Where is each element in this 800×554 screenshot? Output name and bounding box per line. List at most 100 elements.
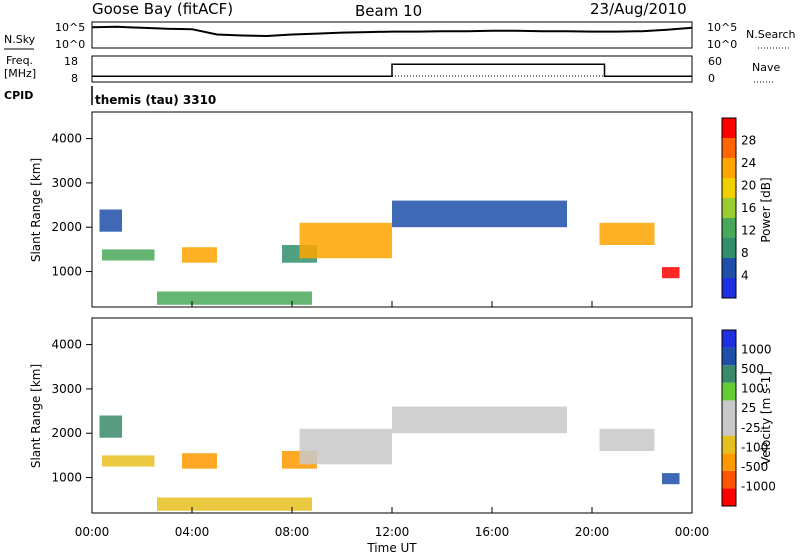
nsky-line bbox=[91, 25, 693, 38]
power-colorbar: 4 8 12 16 20 24 28 bbox=[721, 117, 756, 299]
nave-top-tick: 60 bbox=[708, 55, 722, 68]
power-region bbox=[99, 209, 122, 232]
power-colorbar-tick-label: 24 bbox=[741, 156, 756, 170]
time-tick-label: 20:00 bbox=[575, 525, 610, 539]
velocity-colorbar-swatch bbox=[722, 470, 736, 489]
velocity-colorbar-swatch bbox=[722, 382, 736, 401]
power-colorbar-tick-label: 28 bbox=[741, 134, 756, 148]
power-panel bbox=[99, 200, 680, 305]
power-ytick-label: 4000 bbox=[51, 132, 82, 146]
freq-bottom-tick: 8 bbox=[71, 72, 78, 85]
time-tick-label: 16:00 bbox=[475, 525, 510, 539]
power-region bbox=[299, 222, 392, 259]
velocity-colorbar-label: Velocity [m s-1] bbox=[759, 371, 773, 465]
power-colorbar-swatch bbox=[722, 198, 736, 218]
velocity-ytick-label: 3000 bbox=[51, 382, 82, 396]
nsky-label: N.Sky bbox=[4, 33, 36, 46]
velocity-panel bbox=[99, 406, 680, 511]
velocity-region bbox=[392, 406, 567, 434]
velocity-region bbox=[599, 428, 655, 451]
time-tick-label: 00:00 bbox=[75, 525, 110, 539]
cpid-label: CPID bbox=[4, 89, 33, 102]
log-bottom-right: 10^0 bbox=[707, 38, 737, 51]
velocity-region bbox=[157, 497, 312, 511]
time-tick-label: 00:00 bbox=[675, 525, 710, 539]
log-top-left: 10^5 bbox=[55, 21, 85, 34]
time-tick-label: 12:00 bbox=[375, 525, 410, 539]
cpid-value: themis (tau) 3310 bbox=[95, 93, 216, 107]
power-ytick-label: 2000 bbox=[51, 220, 82, 234]
power-colorbar-swatch bbox=[722, 178, 736, 198]
power-colorbar-swatch bbox=[722, 278, 736, 298]
velocity-region bbox=[182, 453, 217, 469]
nave-label: Nave bbox=[752, 61, 780, 74]
log-top-right: 10^5 bbox=[707, 21, 737, 34]
velocity-ylabel: Slant Range [km] bbox=[29, 364, 43, 468]
power-colorbar-swatch bbox=[722, 258, 736, 278]
velocity-yticks: 1000 2000 3000 4000 bbox=[51, 338, 92, 485]
power-region bbox=[157, 291, 312, 305]
power-ytick-label: 1000 bbox=[51, 265, 82, 279]
time-axis: 00:00 04:00 08:00 12:00 16:00 20:00 00:00 bbox=[75, 301, 710, 539]
velocity-ytick-label: 2000 bbox=[51, 426, 82, 440]
velocity-colorbar-tick-label: 1000 bbox=[741, 343, 772, 357]
velocity-colorbar-frame bbox=[721, 329, 737, 507]
velocity-colorbar-swatch bbox=[722, 418, 736, 436]
velocity-colorbar-swatch bbox=[722, 488, 736, 506]
velocity-region bbox=[299, 428, 392, 465]
velocity-colorbar-swatch bbox=[722, 365, 736, 383]
mhz-label: [MHz] bbox=[4, 67, 36, 80]
nave-bottom-tick: 0 bbox=[708, 72, 715, 85]
power-colorbar-swatch bbox=[722, 238, 736, 258]
power-region bbox=[662, 267, 680, 279]
freq-strip-frame bbox=[91, 55, 693, 83]
power-colorbar-frame bbox=[721, 117, 737, 299]
velocity-colorbar-tick-label: -25 bbox=[741, 421, 761, 435]
power-region bbox=[392, 200, 567, 228]
velocity-colorbar-tick-label: 25 bbox=[741, 401, 756, 415]
velocity-colorbar-tick-label: -1000 bbox=[741, 479, 776, 493]
velocity-colorbar-swatch bbox=[722, 347, 736, 366]
power-colorbar-label: Power [dB] bbox=[759, 177, 773, 242]
time-axis-label: Time UT bbox=[366, 541, 417, 554]
velocity-colorbar-tick-label: -100 bbox=[741, 440, 768, 454]
velocity-colorbar-tick-label: 100 bbox=[741, 382, 764, 396]
power-ytick-label: 3000 bbox=[51, 176, 82, 190]
log-bottom-left: 10^0 bbox=[55, 38, 85, 51]
freq-line bbox=[92, 63, 692, 77]
velocity-region bbox=[99, 415, 122, 438]
power-colorbar-tick-label: 16 bbox=[741, 201, 756, 215]
velocity-ytick-label: 4000 bbox=[51, 338, 82, 352]
power-region bbox=[102, 249, 155, 261]
velocity-colorbar-swatch bbox=[722, 453, 736, 471]
power-colorbar-swatch bbox=[722, 218, 736, 238]
station-title: Goose Bay (fitACF) bbox=[92, 0, 233, 18]
velocity-colorbar-swatch bbox=[722, 435, 736, 454]
freq-top-tick: 18 bbox=[64, 55, 78, 68]
date-title: 23/Aug/2010 bbox=[590, 0, 687, 18]
power-region bbox=[182, 247, 217, 263]
velocity-colorbar: 1000 500 100 25 -25 -100 -500 -1000 bbox=[721, 329, 776, 507]
power-yticks: 1000 2000 3000 4000 bbox=[51, 132, 92, 279]
velocity-colorbar-swatch bbox=[722, 400, 736, 418]
nsky-strip-frame bbox=[91, 21, 693, 49]
power-ylabel: Slant Range [km] bbox=[29, 158, 43, 262]
freq-label: Freq. bbox=[6, 54, 33, 67]
velocity-colorbar-swatch bbox=[722, 330, 736, 348]
velocity-region bbox=[102, 455, 155, 467]
nsearch-label: N.Search bbox=[746, 28, 796, 41]
power-colorbar-tick-label: 12 bbox=[741, 224, 756, 238]
power-region bbox=[599, 222, 655, 245]
velocity-ytick-label: 1000 bbox=[51, 471, 82, 485]
power-colorbar-tick-label: 20 bbox=[741, 179, 756, 193]
velocity-region bbox=[662, 473, 680, 485]
power-colorbar-tick-label: 4 bbox=[741, 269, 749, 283]
power-colorbar-swatch bbox=[722, 138, 736, 158]
power-colorbar-swatch bbox=[722, 158, 736, 178]
velocity-colorbar-tick-label: 500 bbox=[741, 362, 764, 376]
time-tick-label: 04:00 bbox=[175, 525, 210, 539]
time-tick-label: 08:00 bbox=[275, 525, 310, 539]
power-colorbar-swatch bbox=[722, 118, 736, 138]
beam-title: Beam 10 bbox=[355, 2, 422, 20]
